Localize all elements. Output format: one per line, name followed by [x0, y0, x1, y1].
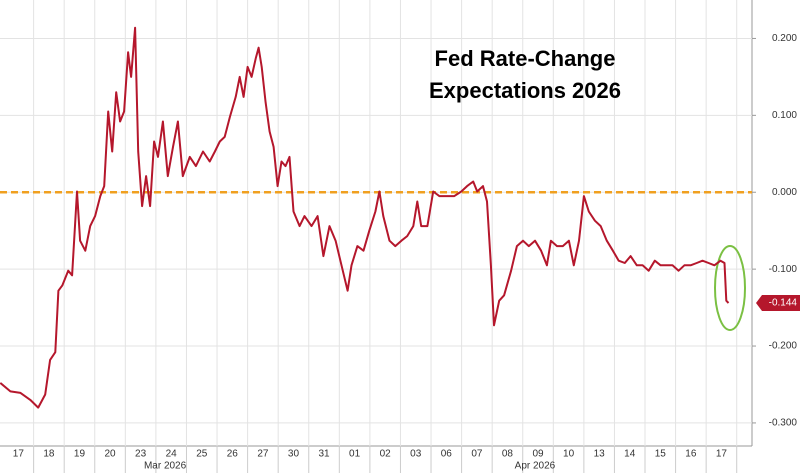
x-tick-label: 24: [166, 449, 178, 460]
x-tick-label: 20: [104, 449, 116, 460]
x-tick-label: 09: [532, 449, 544, 460]
x-tick-label: 31: [318, 449, 330, 460]
x-tick-label: 23: [135, 449, 147, 460]
y-tick-label: -0.100: [769, 264, 798, 275]
data-line: [0, 26, 730, 409]
y-tick-label: 0.100: [772, 110, 797, 121]
chart-title: Expectations 2026: [429, 78, 621, 103]
x-tick-label: 27: [257, 449, 269, 460]
month-label: Mar 2026: [144, 461, 187, 472]
x-tick-label: 17: [716, 449, 728, 460]
x-tick-label: 03: [410, 449, 422, 460]
x-tick-label: 01: [349, 449, 361, 460]
x-tick-label: 26: [227, 449, 239, 460]
x-tick-label: 16: [685, 449, 697, 460]
x-tick-label: 15: [655, 449, 667, 460]
x-tick-label: 17: [13, 449, 25, 460]
x-tick-label: 25: [196, 449, 208, 460]
x-tick-label: 30: [288, 449, 300, 460]
x-tick-label: 19: [74, 449, 86, 460]
last-value-box: [756, 294, 800, 311]
x-tick-label: 07: [471, 449, 483, 460]
x-tick-label: 10: [563, 449, 575, 460]
y-tick-label: 0.200: [772, 33, 797, 44]
x-tick-label: 18: [43, 449, 55, 460]
x-tick-label: 06: [441, 449, 453, 460]
x-tick-label: 13: [594, 449, 606, 460]
last-value-label: -0.144: [769, 298, 798, 309]
x-tick-label: 14: [624, 449, 636, 460]
x-tick-label: 02: [380, 449, 392, 460]
y-tick-label: -0.200: [769, 341, 798, 352]
y-tick-label: 0.000: [772, 187, 797, 198]
chart-title: Fed Rate-Change: [435, 46, 616, 71]
x-tick-label: 08: [502, 449, 514, 460]
y-tick-label: -0.300: [769, 418, 798, 429]
month-label: Apr 2026: [515, 461, 556, 472]
highlight-ellipse: [714, 245, 746, 331]
